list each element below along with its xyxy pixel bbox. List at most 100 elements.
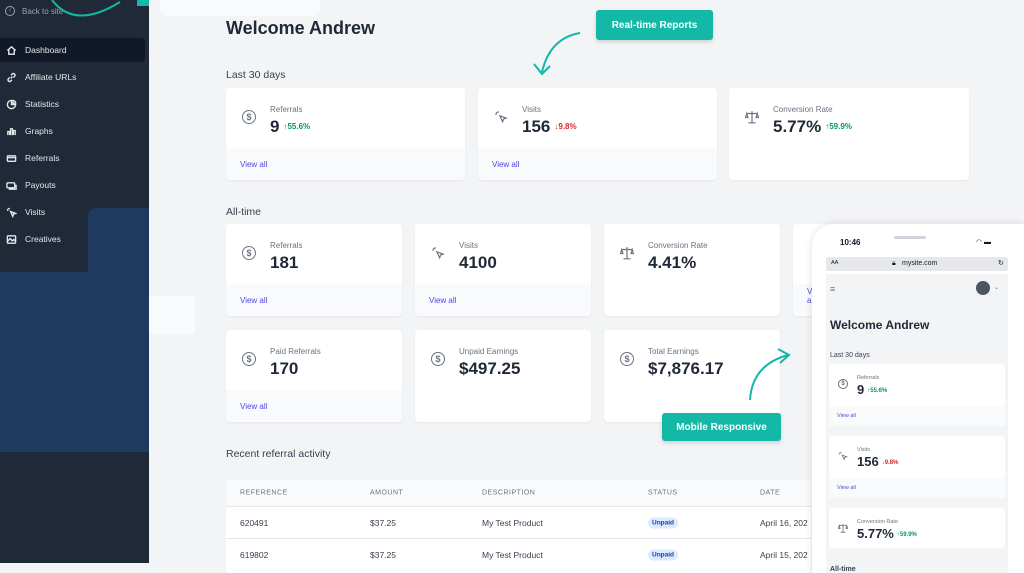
- callout-arrow: [749, 348, 791, 401]
- view-all-link[interactable]: View all: [492, 160, 520, 169]
- section-heading-all-time: All-time: [226, 206, 262, 218]
- cursor-click-icon: [6, 207, 17, 218]
- sidebar-item-label: Dashboard: [25, 45, 67, 55]
- dollar-icon: $: [242, 246, 256, 260]
- sidebar-item-label: Payouts: [25, 180, 56, 190]
- stat-label: Conversion Rate: [857, 519, 898, 525]
- stat-label: Paid Referrals: [270, 347, 321, 356]
- sidebar-item-affiliate-urls[interactable]: Affiliate URLs: [0, 65, 145, 89]
- back-to-site-link[interactable]: ‹ Back to site: [5, 6, 63, 16]
- cursor-click-icon: [494, 110, 508, 124]
- table-row[interactable]: 619802 $37.25 My Test Product Unpaid Apr…: [226, 538, 811, 570]
- card-icon: [6, 153, 17, 164]
- view-all-link[interactable]: View all: [429, 296, 457, 305]
- change-value: 9.8%: [558, 122, 577, 131]
- stat-label: Visits: [522, 105, 541, 114]
- section-heading-recent-activity: Recent referral activity: [226, 448, 331, 460]
- view-all-link[interactable]: View all: [837, 413, 856, 419]
- stat-card-referrals-all: $ Referrals 181 View all: [226, 224, 402, 316]
- view-all-link[interactable]: View all: [837, 485, 856, 491]
- stat-card-unpaid-earnings: $ Unpaid Earnings $497.25: [415, 330, 591, 422]
- dollar-icon: $: [242, 352, 256, 366]
- change-down: ↓9.8%: [881, 460, 899, 466]
- view-all-link[interactable]: View all: [240, 160, 268, 169]
- dollar-icon: $: [242, 110, 256, 124]
- column-header: AMOUNT: [370, 489, 404, 497]
- reference-cell: 619802: [240, 549, 269, 560]
- mobile-page: ≡ ⌄ Welcome Andrew Last 30 days $ Referr…: [826, 274, 1008, 573]
- card-footer: [829, 478, 1005, 498]
- sidebar-item-referrals[interactable]: Referrals: [0, 146, 145, 170]
- mobile-preview: 10:46 ◠ ▬ AA 🔒︎ mysite.com ↻ ≡ ⌄ Welcome…: [812, 224, 1024, 573]
- sidebar-item-label: Visits: [25, 207, 46, 217]
- bar-chart-icon: [6, 126, 17, 137]
- stat-label: Visits: [857, 447, 871, 453]
- table-row[interactable]: 620491 $37.25 My Test Product Unpaid Apr…: [226, 506, 811, 538]
- mobile-section-heading: All-time: [830, 566, 856, 573]
- stat-card-total-earnings: $ Total Earnings $7,876.17: [604, 330, 780, 422]
- card-footer: [226, 284, 402, 316]
- mobile-page-title: Welcome Andrew: [830, 318, 930, 332]
- stat-number: 5.77%: [773, 117, 822, 136]
- menu-icon[interactable]: ≡: [830, 284, 836, 294]
- referral-activity-table: REFERENCE AMOUNT DESCRIPTION STATUS DATE…: [226, 480, 811, 573]
- stat-card-paid-referrals: $ Paid Referrals 170 View all: [226, 330, 402, 422]
- change-up: ↑55.6%: [283, 122, 311, 131]
- reference-cell: 620491: [240, 517, 269, 528]
- view-all-link[interactable]: View all: [240, 296, 268, 305]
- sidebar-item-dashboard[interactable]: Dashboard: [0, 38, 145, 62]
- sidebar-decoration-band: [0, 272, 149, 452]
- stat-label: Total Earnings: [648, 347, 699, 356]
- avatar[interactable]: [976, 281, 990, 295]
- sidebar-item-label: Statistics: [25, 99, 60, 109]
- column-header: REFERENCE: [240, 489, 288, 497]
- sidebar-item-visits[interactable]: Visits: [0, 200, 145, 224]
- stat-label: Visits: [459, 241, 478, 250]
- stat-card-visits-all: Visits 4100 View all: [415, 224, 591, 316]
- stat-number: 156: [522, 117, 551, 136]
- mobile-stat-card-referrals: $ Referrals 9 ↑55.6% View all: [829, 364, 1005, 426]
- card-footer: [226, 390, 402, 422]
- sidebar-item-label: Creatives: [25, 234, 61, 244]
- decorative-panel: [160, 0, 320, 16]
- scale-icon: [620, 246, 634, 260]
- sidebar-decoration: [88, 208, 149, 278]
- stat-card-conversion-all: Conversion Rate 4.41%: [604, 224, 780, 316]
- column-header: STATUS: [648, 489, 678, 497]
- phone-notch: [894, 236, 926, 239]
- stat-number: 5.77%: [857, 526, 894, 541]
- cursor-click-icon: [431, 246, 445, 260]
- sidebar-item-creatives[interactable]: Creatives: [0, 227, 145, 251]
- change-value: 55.6%: [870, 388, 888, 394]
- callout-arrow: [533, 32, 581, 76]
- browser-url-bar[interactable]: AA 🔒︎ mysite.com ↻: [826, 257, 1008, 271]
- stat-card-referrals-30d: $ Referrals 9 ↑55.6% View all: [226, 88, 465, 180]
- chevron-down-icon[interactable]: ⌄: [994, 285, 1000, 291]
- page-title: Welcome Andrew: [226, 18, 376, 38]
- change-up: ↑59.9%: [896, 532, 917, 538]
- dollar-icon: $: [838, 379, 848, 389]
- change-up: ↑55.6%: [867, 388, 888, 394]
- arrow-left-icon: ‹: [5, 6, 15, 16]
- stat-value: 9 ↑55.6%: [857, 382, 887, 397]
- amount-cell: $37.25: [370, 549, 396, 560]
- back-to-site-label: Back to site: [22, 6, 64, 16]
- change-value: 59.9%: [899, 532, 917, 538]
- mobile-section-heading: Last 30 days: [830, 352, 870, 359]
- date-cell: April 15, 202: [760, 549, 808, 560]
- reload-icon[interactable]: ↻: [998, 260, 1004, 267]
- column-header: DESCRIPTION: [482, 489, 536, 497]
- sidebar-item-statistics[interactable]: Statistics: [0, 92, 145, 116]
- stat-value: 4100: [459, 253, 497, 272]
- text-size-button[interactable]: AA: [831, 260, 839, 266]
- change-value: 55.6%: [287, 122, 311, 131]
- sidebar-item-graphs[interactable]: Graphs: [0, 119, 145, 143]
- card-footer: [478, 148, 717, 180]
- stat-label: Referrals: [270, 105, 303, 114]
- change-down: ↓9.8%: [554, 122, 577, 131]
- stat-value: 170: [270, 359, 299, 378]
- lock-icon: 🔒︎: [892, 260, 896, 267]
- view-all-link[interactable]: View all: [240, 402, 268, 411]
- sidebar-item-label: Graphs: [25, 126, 53, 136]
- sidebar-item-payouts[interactable]: Payouts: [0, 173, 145, 197]
